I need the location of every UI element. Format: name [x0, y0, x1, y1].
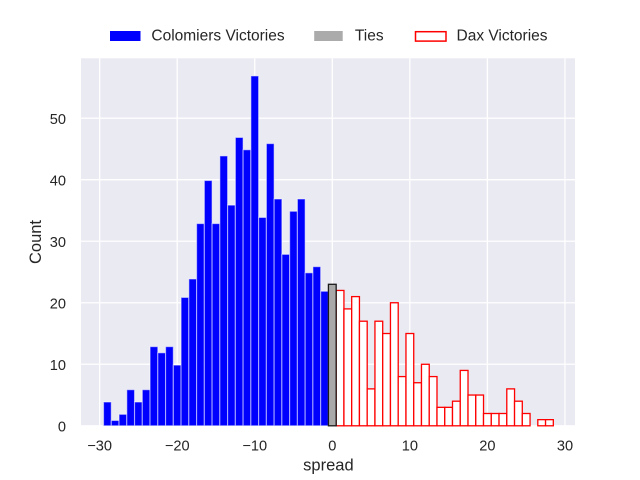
svg-text:spread: spread [303, 456, 353, 474]
svg-text:50: 50 [50, 112, 66, 128]
svg-text:20: 20 [50, 297, 66, 313]
svg-text:30: 30 [50, 235, 66, 251]
svg-text:Colomiers Victories: Colomiers Victories [151, 27, 284, 44]
svg-text:0: 0 [58, 420, 66, 436]
svg-text:Ties: Ties [355, 27, 384, 44]
svg-text:10: 10 [50, 358, 66, 374]
svg-text:20: 20 [479, 439, 495, 455]
svg-text:0: 0 [328, 439, 336, 455]
svg-text:30: 30 [557, 439, 573, 455]
svg-text:40: 40 [50, 174, 66, 190]
svg-text:−30: −30 [87, 439, 112, 455]
svg-text:−20: −20 [165, 439, 190, 455]
svg-text:Dax Victories: Dax Victories [457, 27, 548, 44]
svg-text:10: 10 [402, 439, 418, 455]
svg-text:Count: Count [27, 220, 45, 264]
svg-text:−10: −10 [242, 439, 267, 455]
